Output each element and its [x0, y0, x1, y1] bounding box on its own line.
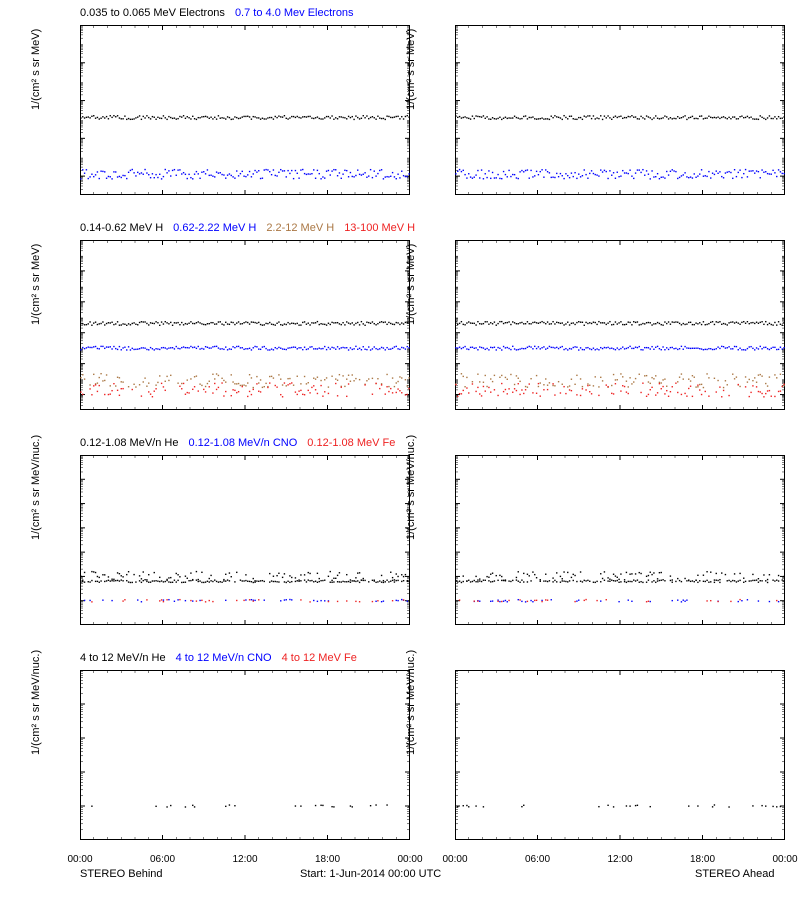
x-tick-label: 00:00 — [397, 854, 422, 865]
x-tick-label: 00:00 — [442, 854, 467, 865]
x-tick-label: 18:00 — [690, 854, 715, 865]
plot-area: 10⁻³10⁻²10⁻¹10⁰10¹10²10³10⁴ — [80, 455, 410, 625]
chart-panel-r0-c1: 1/(cm² s sr MeV)10⁻²10⁰10²10⁴10⁶ — [455, 25, 785, 195]
legend-item: 0.12-1.08 MeV/n He — [80, 437, 178, 449]
chart-panel-r3-c0: 4 to 12 MeV/n He4 to 12 MeV/n CNO4 to 12… — [80, 670, 410, 840]
plot-area: 10⁻⁴10⁻³10⁻²10⁻¹ — [80, 670, 410, 840]
legend-item: 0.12-1.08 MeV Fe — [307, 437, 395, 449]
legend-item: 4 to 12 MeV/n CNO — [176, 652, 272, 664]
chart-panel-r2-c1: 1/(cm² s sr MeV/nuc.)10⁻³10⁻²10⁻¹10⁰10¹1… — [455, 455, 785, 625]
y-axis-label: 1/(cm² s sr MeV/nuc.) — [30, 435, 42, 540]
y-axis-label: 1/(cm² s sr MeV) — [30, 29, 42, 110]
x-tick-label: 00:00 — [67, 854, 92, 865]
chart-grid: 0.035 to 0.065 MeV Electrons 0.7 to 4.0 M… — [0, 0, 800, 900]
x-tick-label: 18:00 — [315, 854, 340, 865]
x-tick-label: 00:00 — [772, 854, 797, 865]
x-tick-label: 12:00 — [232, 854, 257, 865]
y-axis-label: 1/(cm² s sr MeV/nuc.) — [405, 435, 417, 540]
y-axis-label: 1/(cm² s sr MeV/nuc.) — [30, 650, 42, 755]
x-tick-label: 12:00 — [607, 854, 632, 865]
chart-panel-r2-c0: 0.12-1.08 MeV/n He0.12-1.08 MeV/n CNO0.1… — [80, 455, 410, 625]
stereo-behind-label: STEREO Behind — [80, 868, 163, 880]
chart-panel-r3-c1: 1/(cm² s sr MeV/nuc.)10⁻⁴10⁻³10⁻²10⁻¹00:… — [455, 670, 785, 840]
x-tick-label: 06:00 — [150, 854, 175, 865]
plot-area: 10⁻⁴10⁻²10⁰10²10⁴10⁶ — [455, 240, 785, 410]
legend-item: 0.035 to 0.065 MeV Electrons — [80, 7, 225, 19]
plot-area: 10⁻²10⁰10²10⁴10⁶ — [80, 25, 410, 195]
plot-area: 10⁻³10⁻²10⁻¹10⁰10¹10²10³10⁴ — [455, 455, 785, 625]
legend-item: 13-100 MeV H — [344, 222, 415, 234]
plot-area: 10⁻²10⁰10²10⁴10⁶ — [455, 25, 785, 195]
legend-item: 0.14-0.62 MeV H — [80, 222, 163, 234]
legend-row0: 0.035 to 0.065 MeV Electrons 0.7 to 4.0 M… — [80, 7, 785, 19]
y-axis-label: 1/(cm² s sr MeV) — [30, 244, 42, 325]
start-time-label: Start: 1-Jun-2014 00:00 UTC — [300, 868, 441, 880]
y-axis-label: 1/(cm² s sr MeV) — [405, 244, 417, 325]
y-axis-label: 1/(cm² s sr MeV/nuc.) — [405, 650, 417, 755]
legend-item: 4 to 12 MeV Fe — [282, 652, 357, 664]
chart-panel-r0-c0: 0.035 to 0.065 MeV Electrons0.7 to 4.0 M… — [80, 25, 410, 195]
plot-area: 10⁻⁴10⁻³10⁻²10⁻¹ — [455, 670, 785, 840]
legend-item: 4 to 12 MeV/n He — [80, 652, 166, 664]
x-tick-label: 06:00 — [525, 854, 550, 865]
chart-panel-r1-c1: 1/(cm² s sr MeV)10⁻⁴10⁻²10⁰10²10⁴10⁶ — [455, 240, 785, 410]
plot-area: 10⁻⁴10⁻²10⁰10²10⁴10⁶ — [80, 240, 410, 410]
legend-item: 2.2-12 MeV H — [266, 222, 334, 234]
legend-item: 0.62-2.22 MeV H — [173, 222, 256, 234]
legend-item: 0.7 to 4.0 Mev Electrons — [235, 7, 354, 19]
legend-row1: 0.14-0.62 MeV H 0.62-2.22 MeV H 2.2-12 MeV… — [80, 222, 785, 234]
legend-row3: 4 to 12 MeV/n He 4 to 12 MeV/n CNO 4 to 12… — [80, 652, 785, 664]
legend-row2: 0.12-1.08 MeV/n He 0.12-1.08 MeV/n CNO 0.1… — [80, 437, 785, 449]
chart-panel-r1-c0: 0.14-0.62 MeV H0.62-2.22 MeV H2.2-12 MeV… — [80, 240, 410, 410]
stereo-ahead-label: STEREO Ahead — [695, 868, 775, 880]
y-axis-label: 1/(cm² s sr MeV) — [405, 29, 417, 110]
legend-item: 0.12-1.08 MeV/n CNO — [188, 437, 297, 449]
